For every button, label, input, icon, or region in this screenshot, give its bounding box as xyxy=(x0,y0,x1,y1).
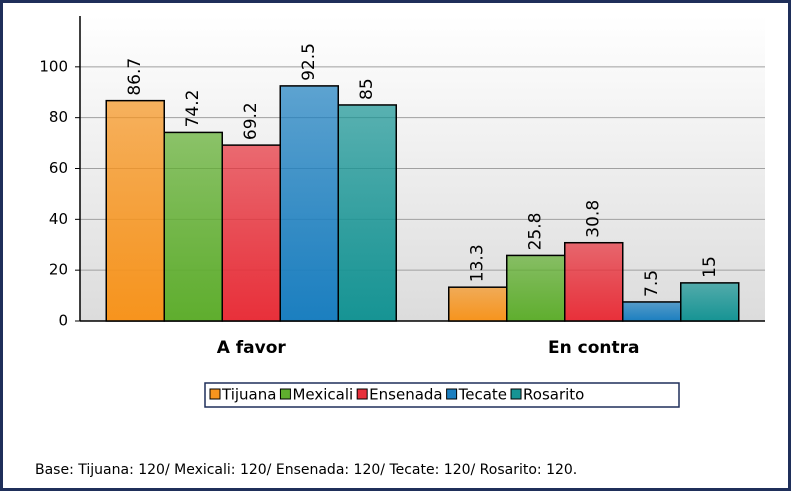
y-tick-label: 0 xyxy=(58,312,68,330)
x-tick-label: A favor xyxy=(217,338,287,358)
data-label: 13.3 xyxy=(468,244,488,282)
data-label: 85 xyxy=(357,78,377,100)
legend-swatch xyxy=(279,388,291,400)
bar xyxy=(622,301,682,322)
bar xyxy=(337,104,397,322)
data-label: 86.7 xyxy=(125,58,145,96)
x-tick-label: En contra xyxy=(548,338,639,358)
bar xyxy=(221,144,281,322)
y-tick-label: 60 xyxy=(49,159,68,177)
data-label: 74.2 xyxy=(183,90,203,128)
legend-label: Tijuana xyxy=(221,386,276,404)
legend-swatch xyxy=(446,388,458,400)
bar xyxy=(680,282,740,322)
bar xyxy=(448,286,508,322)
y-tick-label: 80 xyxy=(49,108,68,126)
bar xyxy=(279,85,339,322)
data-label: 7.5 xyxy=(642,270,662,297)
legend-label: Rosarito xyxy=(523,386,584,404)
footnote: Base: Tijuana: 120/ Mexicali: 120/ Ensen… xyxy=(35,462,577,478)
y-tick-label: 100 xyxy=(39,57,68,75)
legend-swatch xyxy=(356,388,368,400)
legend-label: Mexicali xyxy=(292,386,353,404)
data-label: 92.5 xyxy=(299,43,319,81)
y-tick-label: 20 xyxy=(49,261,68,279)
y-tick-label: 40 xyxy=(49,210,68,228)
data-label: 69.2 xyxy=(241,102,261,140)
legend-swatch xyxy=(209,388,221,400)
bar xyxy=(506,254,566,322)
bar xyxy=(564,241,624,322)
data-label: 15 xyxy=(700,256,720,278)
legend-label: Tecate xyxy=(458,386,507,404)
legend-label: Ensenada xyxy=(369,386,442,404)
data-label: 30.8 xyxy=(584,200,604,238)
bar xyxy=(163,131,223,322)
data-label: 25.8 xyxy=(526,213,546,251)
legend-swatch xyxy=(510,388,522,400)
bar xyxy=(105,99,165,322)
